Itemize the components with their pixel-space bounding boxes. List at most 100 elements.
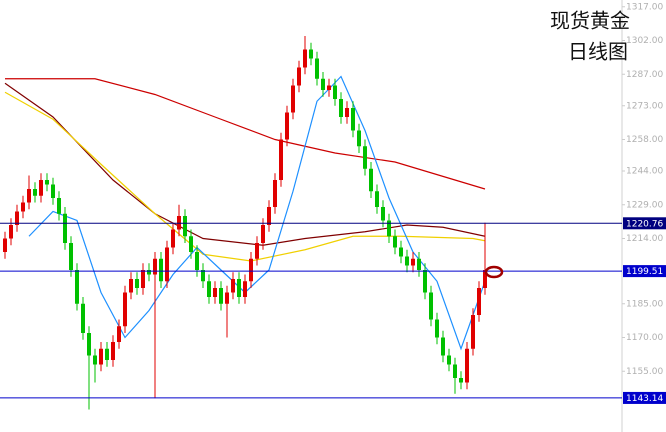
plot-area: 1317.00 1302.00 1287.00 1273.00 1258.00 1244.… [0,2,663,410]
y-tick-label: 1170.00 [626,333,663,343]
candle-body [381,207,385,221]
candle-body [243,281,247,297]
candle-body [285,112,289,140]
candle-body [435,319,439,338]
candle-body [309,49,313,59]
candle-body [237,279,241,297]
moving-average [28,75,486,351]
candle-body [57,198,61,214]
candle-body [225,292,229,304]
candle-body [357,130,361,147]
candle-body [273,180,277,207]
candle-body [369,168,373,192]
candle-body [183,216,187,237]
candle-body [405,256,409,266]
candle-body [45,180,49,185]
candle-body [207,281,211,297]
candle-body [291,85,295,113]
candle-body [51,184,55,198]
level-label-box [623,217,666,230]
chart-subtitle: 日线图 [568,40,628,64]
candle-body [471,315,475,349]
candle-body [9,225,13,239]
candle-body [423,270,427,293]
level-label: 1220.76 [626,219,663,229]
candle-body [177,216,181,230]
candle-body [141,270,145,288]
candle-body [159,258,163,282]
candle-body [453,364,457,378]
level-label: 1143.14 [626,394,663,404]
candle-body [123,292,127,327]
y-tick-label: 1287.00 [626,70,663,80]
candle-body [201,270,205,282]
candle-body [279,139,283,180]
candle-body [63,213,67,243]
candle-body [93,355,97,365]
y-tick-label: 1185.00 [626,299,663,309]
candle-body [117,326,121,342]
candle-body [153,258,157,275]
candle-body [333,85,337,99]
candle-body [231,279,235,293]
candle-body [75,270,79,304]
level-label-box [623,391,666,404]
candle-body [147,270,151,275]
candle-body [447,355,451,365]
candle-body [15,211,19,225]
candle-body [345,108,349,117]
candle-body [195,252,199,270]
candle-body [411,258,415,266]
candle-body [303,49,307,68]
y-tick-label: 1317.00 [626,2,663,12]
candle-body [81,303,85,333]
candle-body [111,342,115,360]
highlight-ring [484,265,504,279]
candle-body [315,58,319,79]
candle-body [297,67,301,86]
candle-body [99,348,103,365]
candle-body [465,348,469,383]
chart-title: 现货黄金 [550,9,630,33]
candle-body [219,288,223,304]
candle-body [261,225,265,243]
candle-body [135,279,139,288]
candle-body [375,191,379,207]
y-tick-label: 1258.00 [626,135,663,145]
candle-body [255,243,259,259]
moving-average [5,78,486,190]
candle-body [267,207,271,225]
candle-body [27,189,31,203]
candle-body [165,247,169,282]
candle-body [417,258,421,270]
candle-body [87,333,91,356]
candle-body [189,236,193,252]
candle-body [477,288,481,315]
candle-body [39,180,43,196]
y-tick-label: 1229.00 [626,200,663,210]
candle-body [213,288,217,297]
candle-body [441,337,445,356]
candle-body [459,378,463,383]
candle-body [69,243,73,270]
y-tick-label: 1273.00 [626,101,663,111]
y-tick-label: 1244.00 [626,167,663,177]
y-tick-label: 1302.00 [626,36,663,46]
candle-body [21,202,25,212]
candle-body [351,108,355,131]
candle-body [363,146,367,169]
candle-body [321,78,325,90]
candle-body [105,348,109,360]
candle-body [393,236,397,248]
candle-body [249,258,253,282]
candle-body [327,85,331,90]
candle-body [399,247,403,257]
level-label-box [623,265,666,278]
candle-body [33,189,37,196]
candle-body [429,292,433,320]
candle-body [171,229,175,248]
level-label: 1199.51 [626,267,663,277]
y-tick-label: 1155.00 [626,367,663,377]
